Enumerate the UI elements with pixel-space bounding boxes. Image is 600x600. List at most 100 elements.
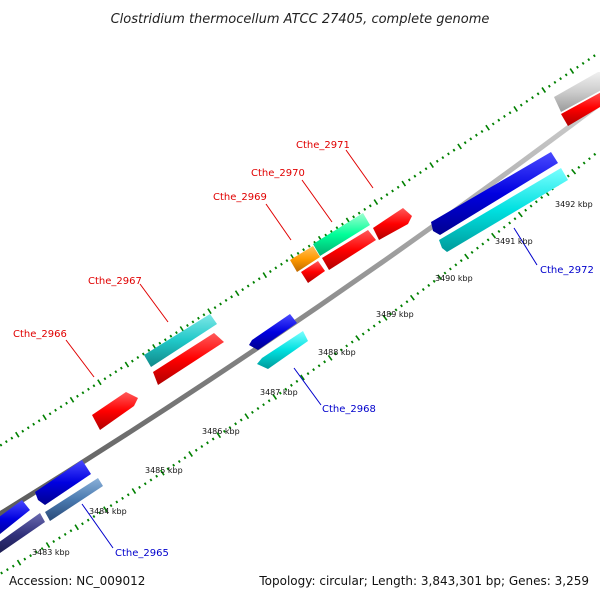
ruler-minor-tick <box>115 500 119 504</box>
ruler-minor-tick <box>508 111 512 115</box>
ruler-minor-tick <box>21 429 25 433</box>
ruler-minor-tick <box>252 280 256 284</box>
ruler-minor-tick <box>448 267 452 271</box>
ruler-minor-tick <box>274 266 278 270</box>
tick-label: 3483 kbp <box>32 548 70 557</box>
ruler-minor-tick <box>368 204 372 208</box>
ruler-major-tick <box>207 308 212 315</box>
ruler-minor-tick <box>267 399 271 403</box>
leader-cthe-2967 <box>139 283 169 323</box>
gene-feature[interactable] <box>431 152 558 235</box>
ruler-minor-tick <box>419 171 422 174</box>
gene-feature[interactable] <box>249 314 297 350</box>
ruler-major-tick <box>262 272 268 279</box>
ruler-minor-tick <box>257 277 261 281</box>
ruler-outer <box>0 54 596 447</box>
ruler-minor-tick <box>169 334 173 338</box>
ruler-minor-tick <box>280 262 283 266</box>
label-cthe-2969[interactable]: Cthe_2969 <box>213 192 267 203</box>
gene-feature[interactable] <box>35 460 91 505</box>
ruler-minor-tick <box>81 391 85 395</box>
label-cthe-2972[interactable]: Cthe_2972 <box>540 265 594 276</box>
ruler-minor-tick <box>577 165 581 169</box>
ruler-minor-tick <box>427 283 431 287</box>
ruler-minor-tick <box>206 441 209 445</box>
ruler-major-tick <box>272 394 278 400</box>
label-cthe-2967[interactable]: Cthe_2967 <box>88 276 142 287</box>
label-cthe-2968[interactable]: Cthe_2968 <box>322 404 376 415</box>
ruler-minor-tick <box>391 189 394 193</box>
ruler-major-tick <box>103 506 108 513</box>
ruler-minor-tick <box>540 196 544 199</box>
ruler-minor-tick <box>324 233 328 237</box>
ruler-minor-tick <box>289 383 293 387</box>
ruler-minor-tick <box>285 259 289 263</box>
ruler-minor-tick <box>452 148 456 152</box>
tick-label: 3490 kbp <box>435 274 473 283</box>
ruler-minor-tick <box>213 306 217 310</box>
gene-feature[interactable] <box>45 478 103 521</box>
label-cthe-2966[interactable]: Cthe_2966 <box>13 329 67 340</box>
ruler-minor-tick <box>432 279 436 283</box>
gene-cthe-2966[interactable] <box>92 392 138 430</box>
ruler-minor-tick <box>119 366 123 370</box>
ruler-minor-tick <box>158 341 162 345</box>
ruler-minor-tick <box>11 564 15 568</box>
gene-feature[interactable] <box>0 500 30 538</box>
label-cthe-2971[interactable]: Cthe_2971 <box>296 140 350 151</box>
ruler-minor-tick <box>424 167 428 171</box>
leader-cthe-2972 <box>513 227 538 266</box>
gene-cthe-2969[interactable] <box>290 246 320 272</box>
ruler-minor-tick <box>306 372 310 376</box>
ruler-minor-tick <box>126 493 130 497</box>
ruler-minor-tick <box>524 208 528 212</box>
tick-label: 3486 kbp <box>202 427 240 436</box>
ruler-minor-tick <box>491 122 495 126</box>
ruler-major-tick <box>373 199 379 206</box>
ruler-minor-tick <box>35 550 38 554</box>
ruler-minor-tick <box>508 221 512 225</box>
ruler-minor-tick <box>175 331 178 335</box>
ruler-minor-tick <box>480 129 484 134</box>
gene-feature[interactable] <box>322 230 376 270</box>
ruler-minor-tick <box>378 320 382 324</box>
ruler-minor-tick <box>81 522 84 526</box>
gene-cthe-2972[interactable] <box>439 168 568 252</box>
ruler-minor-tick <box>32 422 36 426</box>
ruler-major-tick <box>97 379 102 386</box>
gene-feature[interactable] <box>554 72 600 112</box>
ruler-major-tick <box>464 253 470 260</box>
label-cthe-2965[interactable]: Cthe_2965 <box>115 548 169 559</box>
gene-cthe-2968[interactable] <box>257 331 308 369</box>
ruler-major-tick <box>571 168 577 175</box>
ruler-minor-tick <box>582 161 586 165</box>
ruler-minor-tick <box>441 156 445 160</box>
gene-cthe-2967[interactable] <box>144 314 217 367</box>
ruler-minor-tick <box>194 448 198 452</box>
ruler-major-tick <box>69 396 75 403</box>
ruler-major-tick <box>401 180 407 187</box>
ruler-major-tick <box>569 68 575 74</box>
ruler-minor-tick <box>23 557 27 561</box>
label-cthe-2970[interactable]: Cthe_2970 <box>251 168 305 179</box>
gene-labels: Cthe_2966 Cthe_2967 Cthe_2969 Cthe_2970 … <box>13 140 594 559</box>
ruler-major-tick <box>15 431 20 438</box>
tick-label: 3487 kbp <box>260 388 298 397</box>
gene-feature[interactable] <box>0 513 45 557</box>
ruler-minor-tick <box>475 246 479 250</box>
ruler-minor-tick <box>587 58 591 62</box>
ruler-minor-tick <box>138 485 141 489</box>
ruler-minor-tick <box>525 99 529 103</box>
gene-feature[interactable] <box>561 90 600 126</box>
gene-cthe-2970[interactable] <box>313 213 370 256</box>
gene-cthe-2971[interactable] <box>373 208 412 240</box>
ruler-minor-tick <box>197 316 200 320</box>
gene-feature[interactable] <box>301 261 325 283</box>
ruler-major-tick <box>124 361 130 368</box>
ruler-minor-tick <box>0 571 3 575</box>
gene-feature[interactable] <box>153 333 224 385</box>
ruler-minor-tick <box>372 324 376 328</box>
ruler-minor-tick <box>69 529 73 533</box>
ruler-minor-tick <box>447 152 450 156</box>
ruler-major-tick <box>513 105 518 112</box>
